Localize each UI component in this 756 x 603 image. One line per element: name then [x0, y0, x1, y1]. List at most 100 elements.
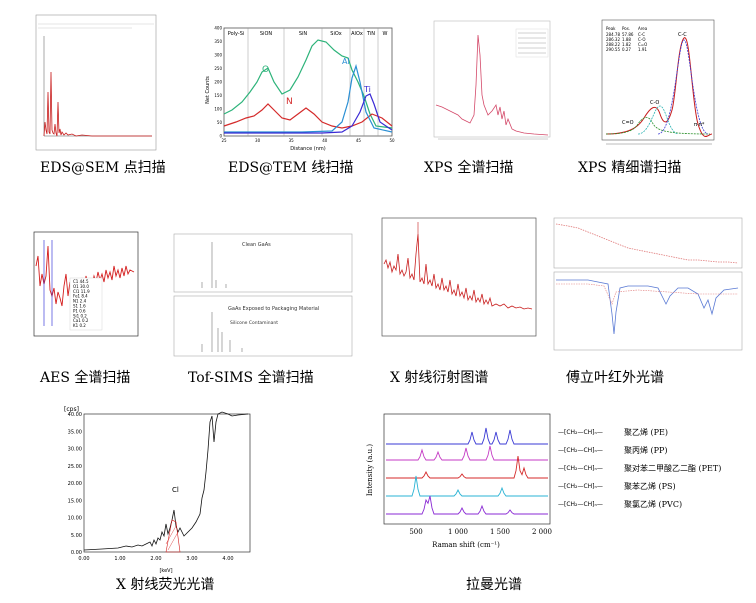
xrf-xtick: 2.00 [150, 556, 161, 562]
xps-fine-peak-pipi: π-π* [694, 122, 705, 128]
eds-tem-ytick: 200 [214, 80, 222, 85]
xrf-ytick: 25.00 [68, 464, 82, 470]
eds-tem-xtick: 35 [289, 138, 295, 143]
eds-tem-xtick: 40 [322, 138, 328, 143]
raman-legend-entry: 聚苯乙烯 (PS) [624, 481, 676, 491]
eds-tem-ytick: 300 [214, 53, 222, 58]
xrf-xtick: 1.00 [114, 556, 125, 562]
tofsims-top-title: Clean GaAs [242, 242, 271, 248]
eds-tem-label-ti: Ti [363, 85, 371, 94]
raman-structure-formula: —[CH₂—CH]ₙ— [558, 483, 603, 490]
raman-ylabel: Intensity (a.u.) [366, 444, 374, 496]
xrf-ytick: 15.00 [68, 498, 82, 504]
raman-structure-formula: —[CH₂—CH]ₙ— [558, 429, 603, 436]
raman-xlabel: Raman shift (cm⁻¹) [432, 541, 500, 549]
xps-fine-table-cell: C-O [638, 37, 646, 42]
eds-tem-xlabel: Distance (nm) [290, 146, 325, 152]
eds-tem-region-label: SiOx [330, 31, 341, 37]
xrf-xlabel: [keV] [159, 568, 172, 574]
xps-fine-table-header: Area [638, 26, 648, 31]
xrf-ytick: 0.00 [71, 550, 82, 556]
xrf-ytick: 5.00 [71, 533, 82, 539]
tofsims-bottom-title: GaAs Exposed to Packaging Material [228, 306, 319, 312]
xrf-ytick: 10.00 [68, 516, 82, 522]
eds-tem-label-n: N [286, 97, 293, 107]
aes-legend-row: N1 2.4 [73, 299, 87, 304]
aes-legend-row: S1 1.6 [73, 304, 86, 309]
caption-raman: 拉曼光谱 [466, 577, 522, 593]
raman-xtick: 1 500 [490, 528, 510, 536]
eds-tem-xtick: 30 [255, 138, 261, 143]
xps-fine-spectrum: Peak Pos. Area 284.78 57.86 C-C 286.32 1.88 C-O 2… [598, 14, 718, 154]
eds-tem-ytick: 350 [214, 39, 222, 44]
eds-tem-region-label: SiN [299, 31, 308, 37]
xps-fine-table-cell: 1.82 [622, 42, 631, 47]
eds-tem-region-label: AlOx [351, 31, 363, 37]
eds-tem-ytick: 100 [214, 107, 222, 112]
caption-xrf: X 射线荧光光谱 [116, 577, 215, 593]
aes-legend-row: P1 0.6 [73, 308, 86, 313]
xrf-ytick: 40.00 [68, 412, 82, 418]
xrf-xtick: 0.00 [78, 556, 89, 562]
tofsims-annotation: Silicone Contaminant [230, 320, 278, 326]
ftir-spectrum [548, 214, 748, 354]
xps-fine-table-cell: 1.91 [638, 47, 647, 52]
caption-ftir: 傅立叶红外光谱 [566, 370, 664, 386]
eds-tem-series-n [223, 103, 393, 129]
xps-survey-spectrum [424, 15, 554, 152]
caption-xps-fine: XPS 精细谱扫描 [578, 160, 682, 176]
ftir-bottom-trace [556, 279, 739, 335]
raman-trace [386, 455, 548, 479]
eds-tem-label-o: O [262, 65, 269, 75]
xps-fine-table-cell: C-C [638, 32, 645, 37]
eds-tem-ylabel: Net Counts [205, 76, 211, 104]
eds-tem-xtick: 45 [356, 138, 362, 143]
raman-structure-formula: —[CH₂—CH]ₙ— [558, 501, 603, 508]
eds-tem-series-al [224, 63, 393, 133]
aes-legend-row: C1 44.5 [73, 279, 89, 284]
xps-fine-table-header: Peak [606, 26, 616, 31]
eds-tem-label-al: Al [342, 57, 350, 66]
xps-fine-table-cell: 0.27 [622, 47, 631, 52]
raman-legend-entry: 聚对苯二甲酸乙二酯 (PET) [624, 463, 721, 473]
eds-tem-region-label: SiON [260, 31, 272, 37]
aes-legend-row: O1 30.0 [73, 284, 89, 289]
raman-legend-entry: 聚氯乙烯 (PVC) [624, 499, 682, 509]
xrf-xtick: 3.00 [186, 556, 197, 562]
raman-xtick: 500 [409, 528, 422, 536]
eds-tem-ytick: 0 [219, 134, 222, 139]
aes-legend-row: Si1 0.2 [73, 313, 87, 318]
xps-fine-table-cell: 57.86 [622, 32, 634, 37]
xrd-trace [383, 233, 533, 310]
raman-trace [386, 427, 548, 445]
xps-fine-peak-co: C-O [650, 100, 659, 106]
tofsims-spectrum: Clean GaAs GaAs Exposed to Packaging Mat… [172, 232, 354, 358]
eds-tem-region-label: W [383, 31, 388, 37]
raman-structure-formula: —[CH₂—CH]ₙ— [558, 465, 603, 472]
raman-legend-entry: 聚丙烯 (PP) [624, 445, 668, 455]
aes-legend-row: Cl1 11.9 [73, 289, 90, 294]
xrf-ytick: 30.00 [68, 447, 82, 453]
xps-fine-peak-c-o: C=O [622, 120, 634, 126]
xps-fine-table-header: Pos. [622, 26, 630, 31]
raman-xtick: 2 000 [532, 528, 552, 536]
raman-trace [386, 475, 548, 497]
eds-tem-linescan: Poly-Si SiON SiN SiOx AlOx TiN W 0 50 100 150 200 2… [202, 22, 400, 152]
caption-aes: AES 全谱扫描 [40, 370, 131, 386]
caption-eds-tem: EDS@TEM 线扫描 [228, 160, 354, 176]
raman-legend-entry: 聚乙烯 (PE) [624, 427, 668, 437]
xrf-ylabel: [cps] [64, 406, 79, 413]
eds-tem-xtick: 50 [389, 138, 395, 143]
eds-tem-ytick: 50 [217, 120, 223, 125]
xrd-pattern [372, 214, 540, 356]
aes-legend-row: K1 0.2 [73, 323, 86, 328]
eds-tem-region-label: Poly-Si [228, 31, 245, 37]
caption-xrd: X 射线衍射图谱 [390, 370, 489, 386]
caption-eds-sem: EDS@SEM 点扫描 [40, 160, 166, 176]
aes-legend-row: Fe1 8.4 [73, 294, 88, 299]
xps-fine-table-cell: 1.88 [622, 37, 631, 42]
xps-fine-table-cell: 290.55 [606, 47, 620, 52]
eds-tem-xtick: 25 [221, 138, 227, 143]
eds-tem-series-o [223, 39, 393, 129]
xps-fine-table-cell: 284.78 [606, 32, 620, 37]
